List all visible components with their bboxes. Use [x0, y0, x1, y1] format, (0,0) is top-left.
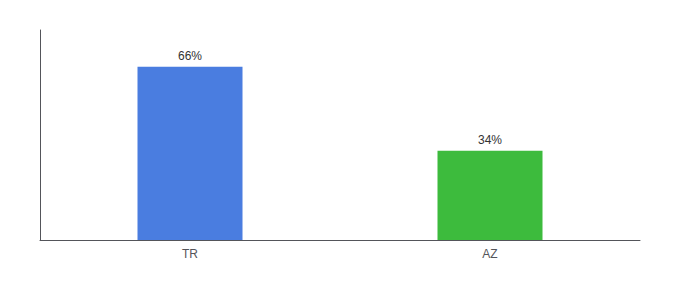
svg-text:TR: TR	[182, 247, 198, 261]
svg-text:34%: 34%	[478, 133, 502, 147]
svg-text:66%: 66%	[178, 49, 202, 63]
svg-text:AZ: AZ	[482, 247, 497, 261]
